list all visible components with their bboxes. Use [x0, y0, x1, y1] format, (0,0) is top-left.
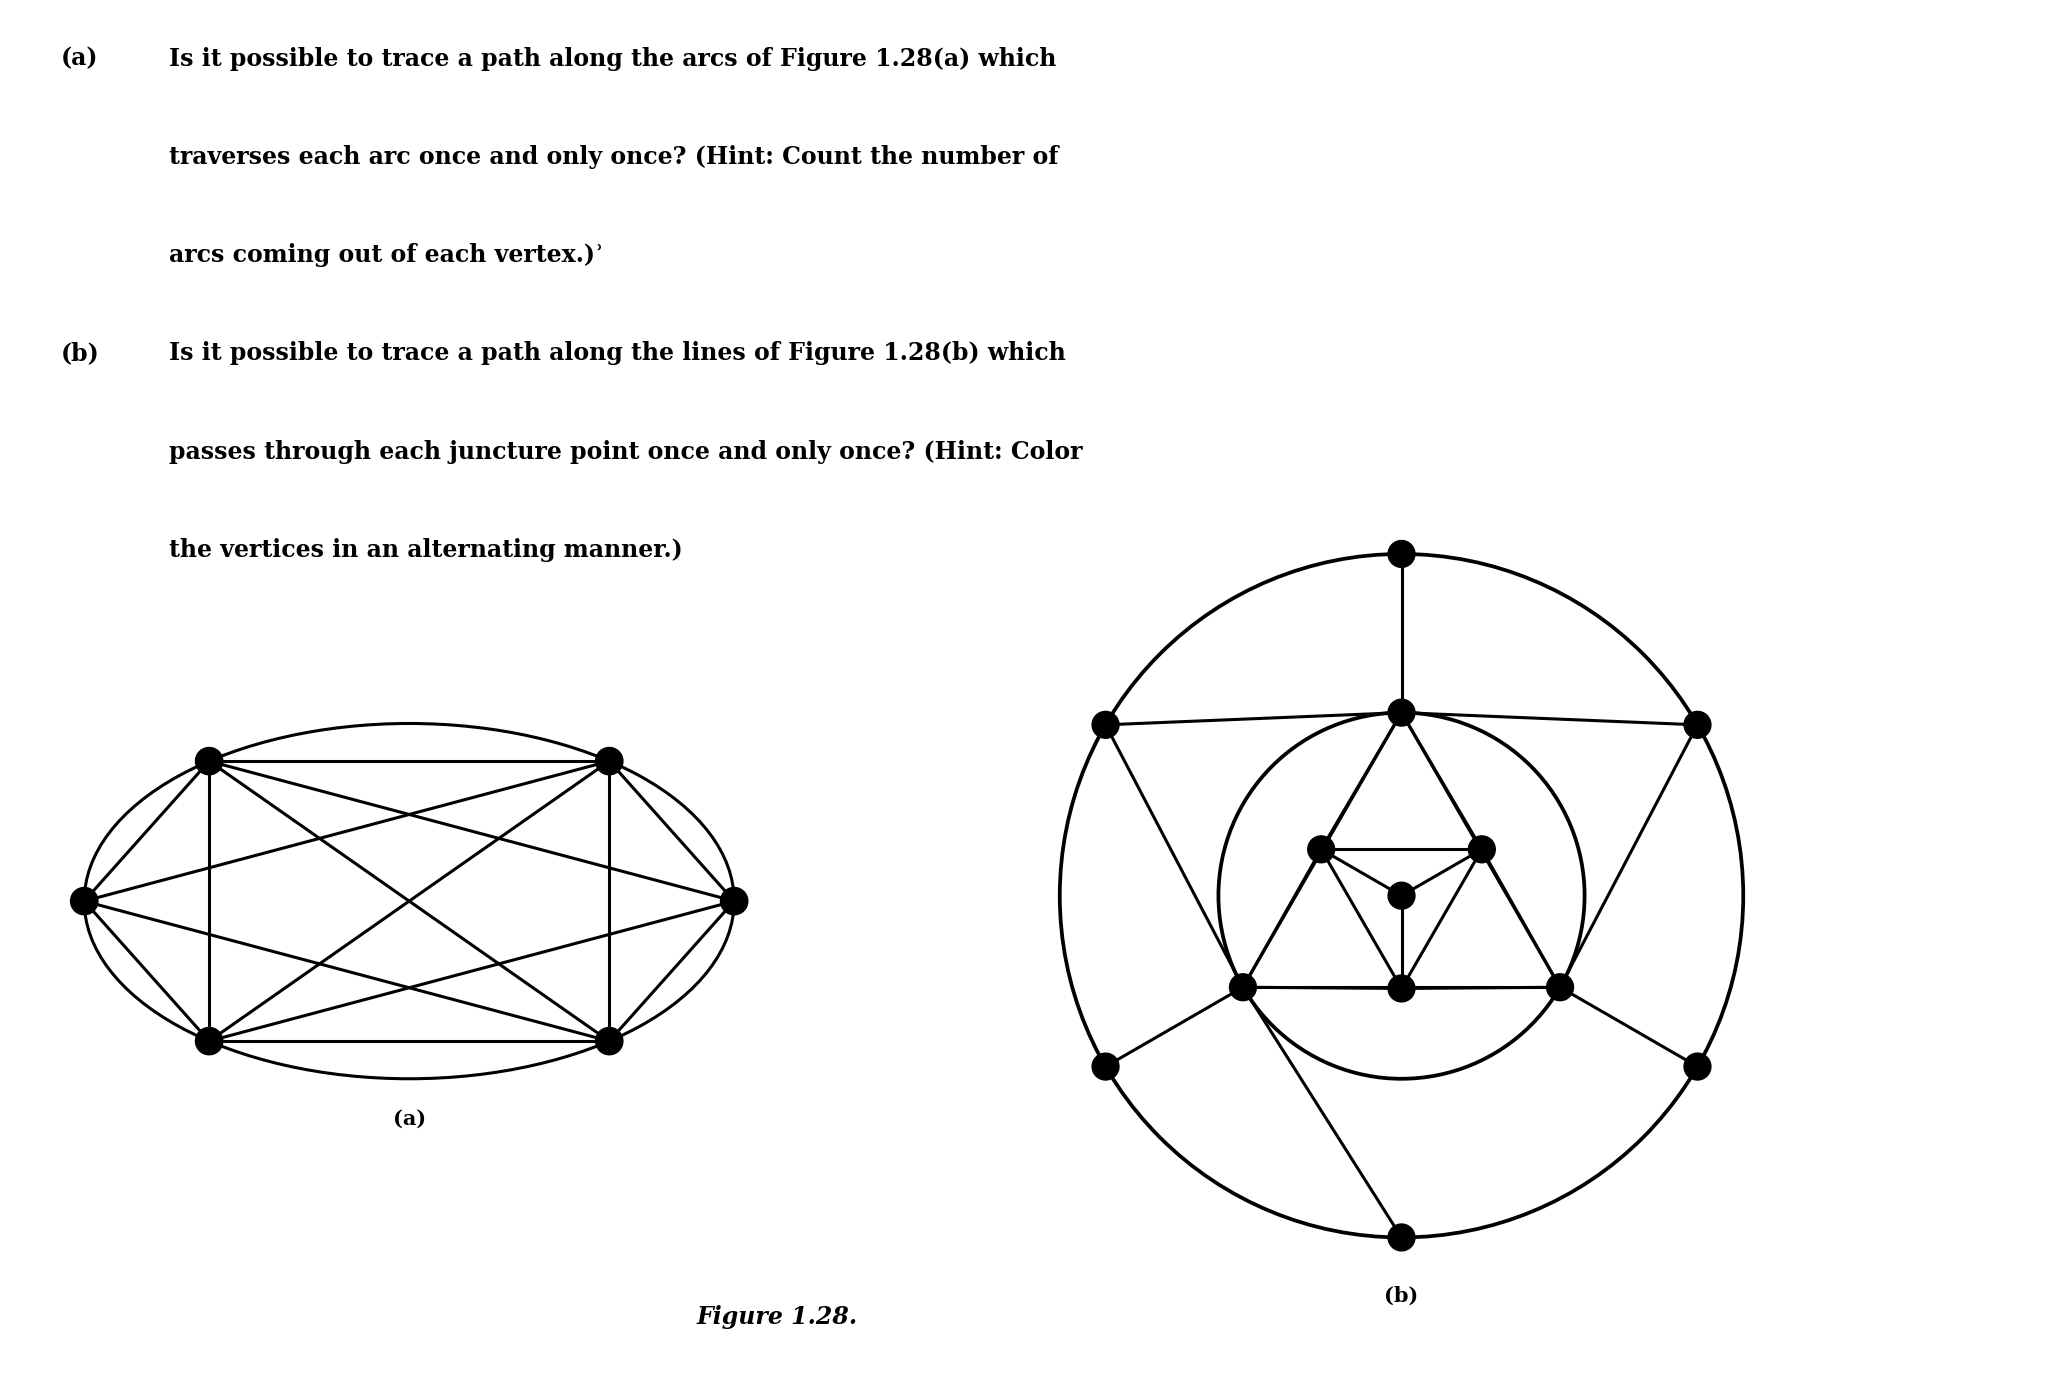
- Text: (b): (b): [1385, 1286, 1418, 1306]
- Circle shape: [1093, 711, 1119, 739]
- Circle shape: [1387, 1224, 1416, 1251]
- Text: (b): (b): [61, 342, 100, 365]
- Circle shape: [1093, 1053, 1119, 1080]
- Text: Is it possible to trace a path along the arcs of Figure 1.28(a) which: Is it possible to trace a path along the…: [168, 47, 1056, 70]
- Text: the vertices in an alternating manner.): the vertices in an alternating manner.): [168, 537, 681, 562]
- Text: (a): (a): [393, 1108, 426, 1129]
- Circle shape: [1387, 882, 1416, 909]
- Text: arcs coming out of each vertex.)ʾ: arcs coming out of each vertex.)ʾ: [168, 243, 604, 267]
- Text: traverses each arc once and only once? (Hint: Count the number of: traverses each arc once and only once? (…: [168, 145, 1058, 169]
- Circle shape: [196, 1028, 223, 1054]
- Circle shape: [1387, 540, 1416, 568]
- Circle shape: [1387, 976, 1416, 1002]
- Circle shape: [1684, 711, 1710, 739]
- Text: passes through each juncture point once and only once? (Hint: Color: passes through each juncture point once …: [168, 440, 1082, 463]
- Circle shape: [1684, 1053, 1710, 1080]
- Circle shape: [1230, 974, 1256, 1000]
- Circle shape: [1307, 836, 1334, 863]
- Circle shape: [1469, 836, 1496, 863]
- Circle shape: [595, 1028, 622, 1054]
- Circle shape: [1387, 699, 1416, 726]
- Circle shape: [720, 887, 747, 915]
- Text: (a): (a): [61, 47, 98, 70]
- Circle shape: [72, 887, 98, 915]
- Text: Is it possible to trace a path along the lines of Figure 1.28(b) which: Is it possible to trace a path along the…: [168, 342, 1066, 365]
- Circle shape: [1547, 974, 1573, 1000]
- Circle shape: [595, 747, 622, 774]
- Text: Figure 1.28.: Figure 1.28.: [698, 1305, 857, 1330]
- Circle shape: [196, 747, 223, 774]
